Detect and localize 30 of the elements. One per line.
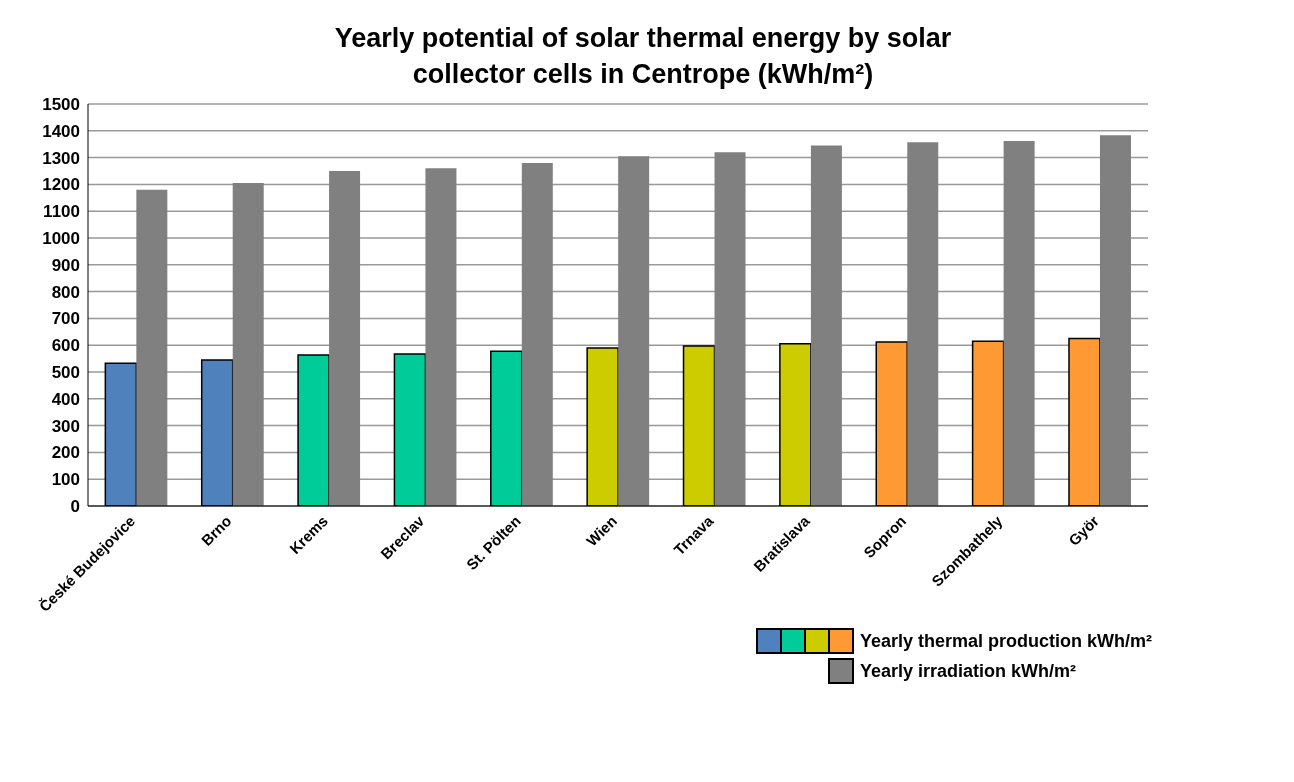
bar — [425, 168, 457, 506]
legend-label: Yearly thermal production kWh/m² — [860, 630, 1154, 652]
y-tick-label: 1400 — [42, 121, 80, 141]
y-tick-label: 700 — [51, 309, 80, 329]
bar — [1099, 135, 1131, 506]
bar — [136, 189, 168, 506]
y-tick-label: 300 — [51, 416, 80, 436]
y-tick-label: 200 — [51, 443, 80, 463]
y-tick-label: 1100 — [43, 202, 80, 222]
y-tick-label: 500 — [51, 363, 80, 383]
legend-label: Yearly irradiation kWh/m² — [860, 660, 1078, 682]
y-tick-label: 1500 — [42, 95, 80, 115]
bar — [329, 171, 361, 506]
bar — [618, 156, 650, 506]
y-tick-label: 900 — [51, 255, 80, 275]
y-tick-label: 800 — [51, 282, 80, 302]
bar — [232, 183, 264, 506]
bar — [1003, 140, 1035, 506]
y-tick-label: 1300 — [42, 148, 80, 168]
y-tick-label: 400 — [51, 389, 80, 409]
chart-title: Yearly potential of solar thermal energy by solar collector cells in Centrope (kWh/m²) — [333, 22, 953, 91]
y-tick-label: 1200 — [42, 175, 80, 195]
bar — [714, 152, 746, 506]
bar — [907, 142, 939, 506]
y-tick-label: 1000 — [42, 229, 80, 249]
bar — [810, 145, 842, 506]
y-tick-label: 100 — [51, 470, 80, 490]
bar — [521, 162, 553, 506]
y-tick-label: 0 — [70, 497, 80, 517]
y-tick-label: 600 — [51, 336, 80, 356]
